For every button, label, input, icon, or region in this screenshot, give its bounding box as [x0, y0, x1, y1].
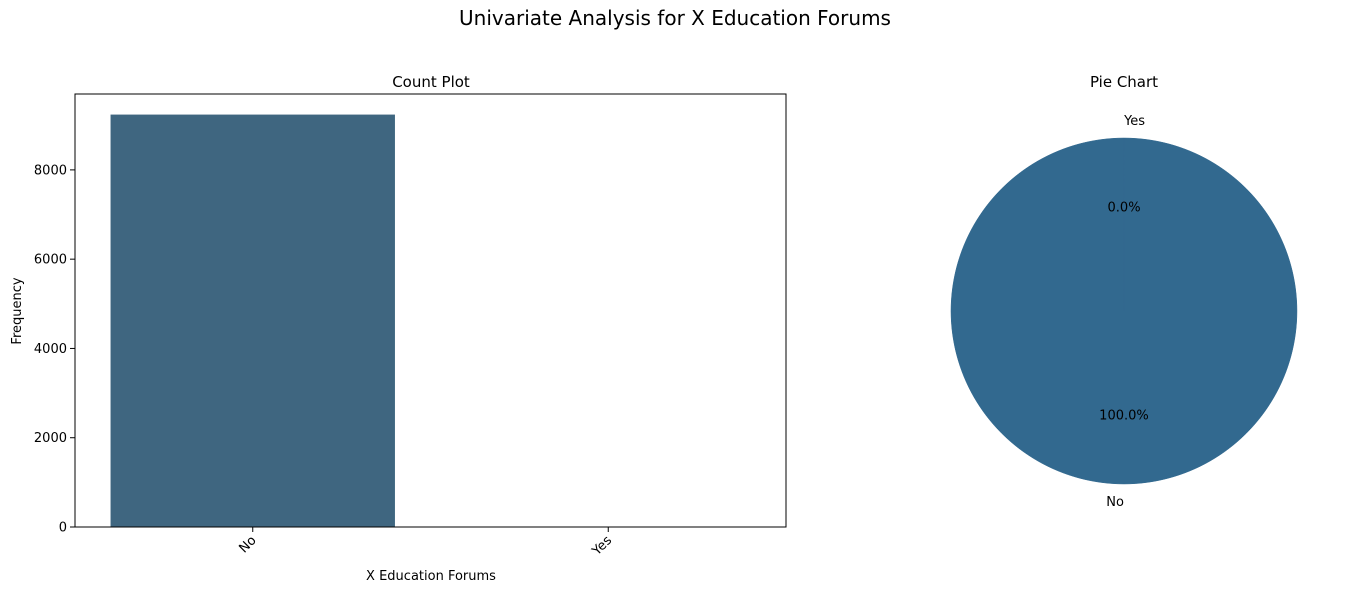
x-tick-label-yes: Yes: [589, 533, 615, 559]
pie-slices: [950, 137, 1298, 485]
x-axis-label: X Education Forums: [366, 569, 496, 584]
pie-percent-no: 100.0%: [1099, 408, 1149, 423]
pie-label-yes: Yes: [1123, 114, 1145, 129]
count-plot-frame: [74, 93, 787, 528]
pie-chart-title: Pie Chart: [1090, 73, 1158, 91]
figure-suptitle: Univariate Analysis for X Education Foru…: [459, 6, 891, 30]
y-tick-label: 6000: [34, 253, 67, 268]
y-tick-label: 2000: [34, 431, 67, 446]
x-tick-label-no: No: [236, 533, 259, 556]
y-tick-label: 0: [59, 521, 67, 536]
y-axis-label: Frequency: [10, 277, 25, 344]
pie-labels: No 100.0% Yes 0.0%: [1099, 114, 1149, 510]
bar-no: [110, 114, 395, 527]
pie-chart: Pie Chart No 100.0% Yes 0.0%: [950, 73, 1298, 510]
x-axis-ticks: No Yes: [236, 527, 615, 559]
pie-percent-yes: 0.0%: [1108, 201, 1141, 216]
pie-label-no: No: [1106, 495, 1124, 510]
y-tick-label: 4000: [34, 342, 67, 357]
bar-marks: [110, 114, 751, 527]
y-axis-ticks: 0 2000 4000 6000 8000: [34, 163, 75, 536]
count-plot-title: Count Plot: [392, 73, 470, 91]
y-tick-label: 8000: [34, 163, 67, 178]
count-plot: Count Plot 0 2000 4000 6000 8000 No Yes X Edu…: [10, 73, 787, 584]
